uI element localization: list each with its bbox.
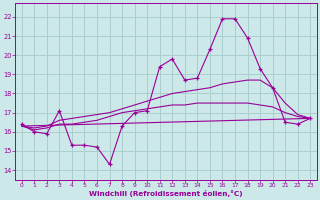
X-axis label: Windchill (Refroidissement éolien,°C): Windchill (Refroidissement éolien,°C) — [89, 190, 243, 197]
